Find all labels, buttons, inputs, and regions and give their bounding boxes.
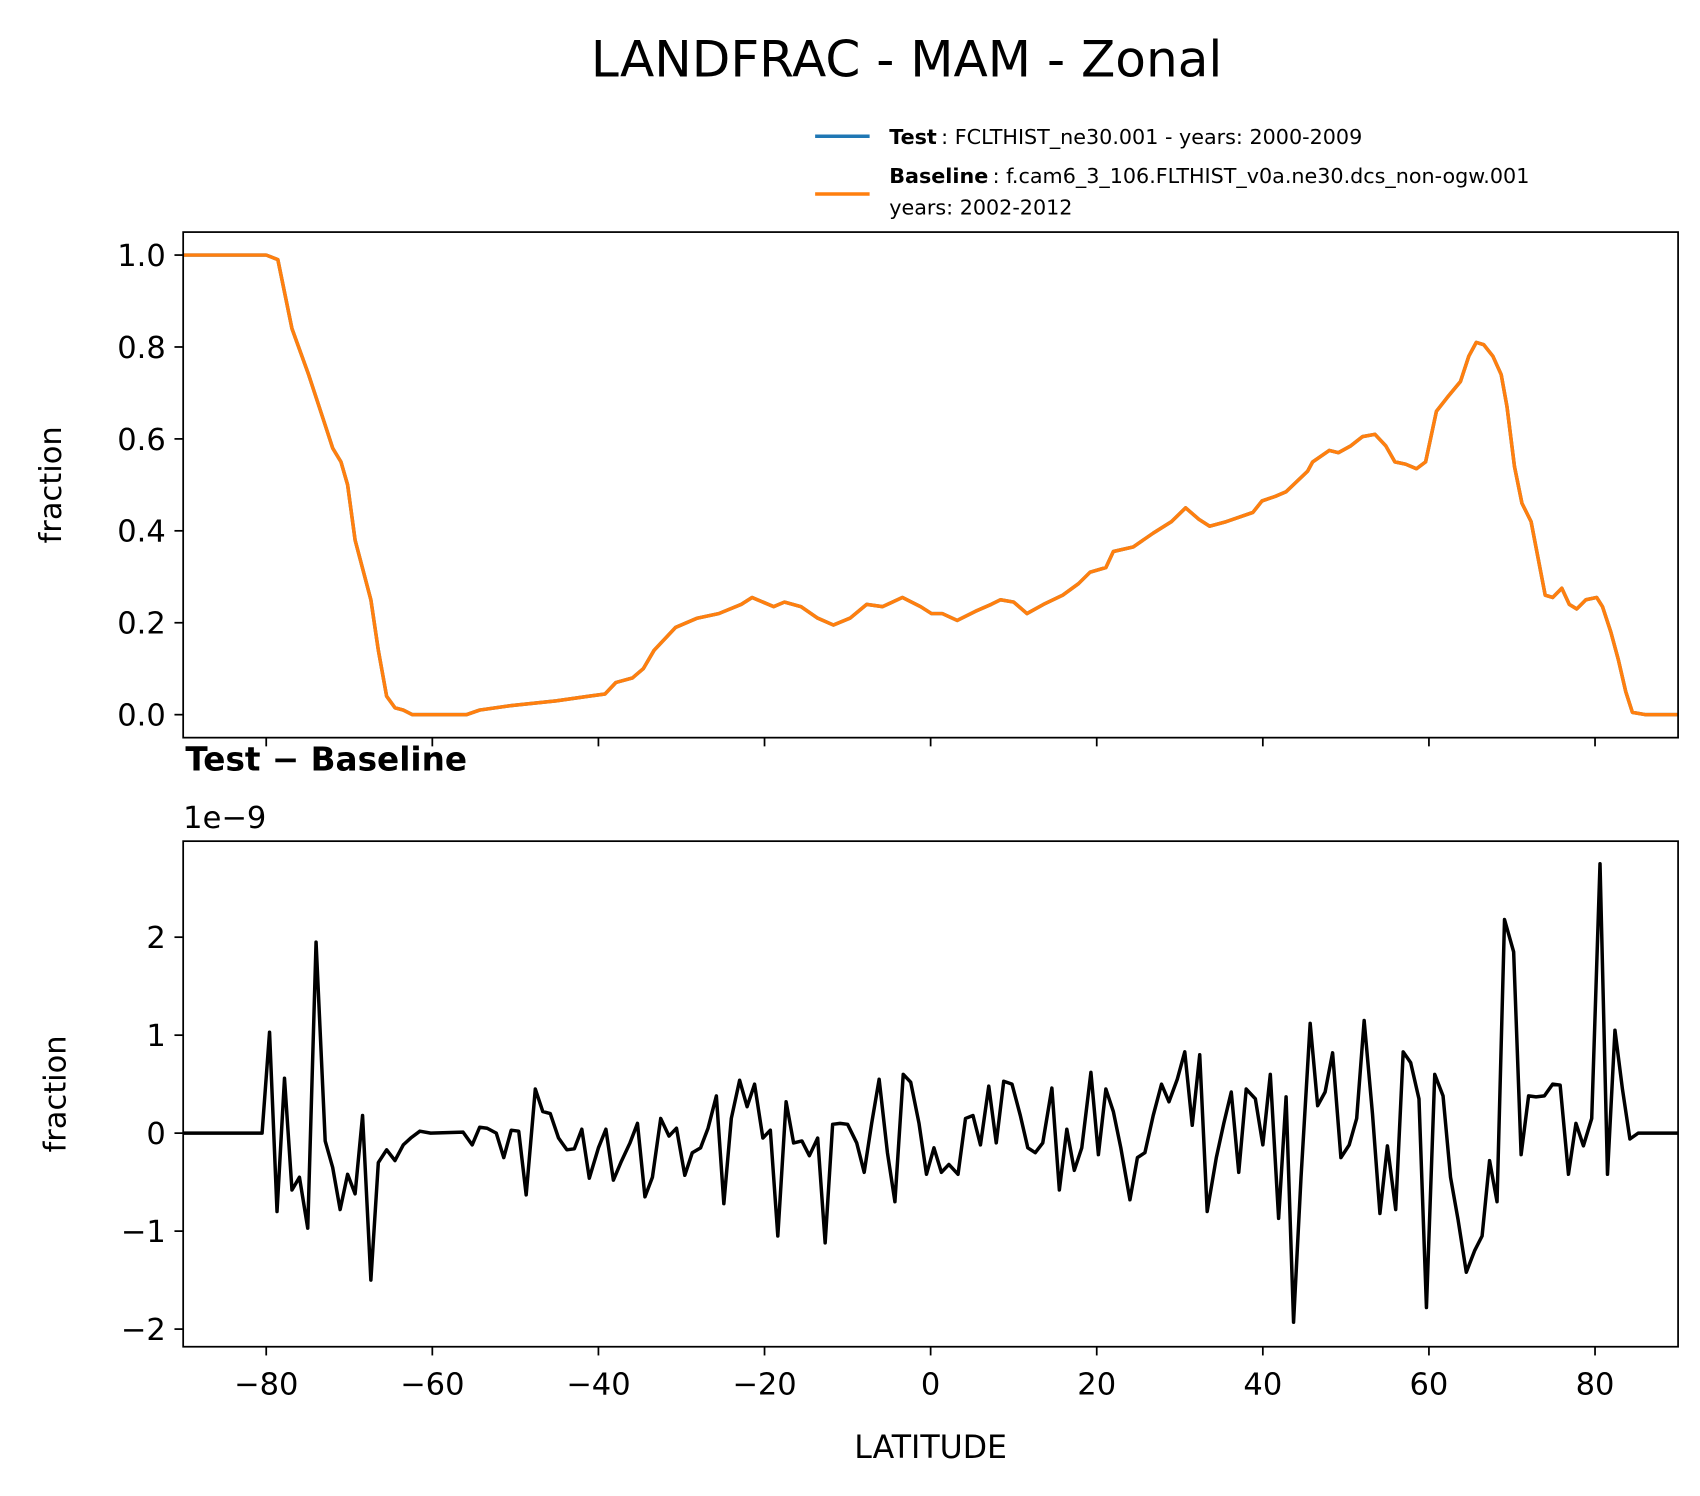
y-tick-label: −2 bbox=[121, 1313, 166, 1348]
legend-label: Test: FCLTHIST_ne30.001 - years: 2000-20… bbox=[889, 125, 1362, 150]
y-tick-label: 0 bbox=[146, 1117, 165, 1152]
plot-area bbox=[183, 861, 1679, 1324]
offset-label: 1e−9 bbox=[183, 801, 266, 836]
x-tick-label: 20 bbox=[1077, 1368, 1116, 1403]
y-tick-label: 0.2 bbox=[117, 607, 166, 642]
x-tick-label: −80 bbox=[234, 1368, 298, 1403]
legend-name: Test bbox=[889, 125, 937, 149]
legend-description: : FCLTHIST_ne30.001 - years: 2000-2009 bbox=[941, 125, 1362, 150]
plot-area bbox=[183, 253, 1679, 717]
axes-frame bbox=[182, 840, 1679, 1348]
y-tick-label: 0.4 bbox=[117, 515, 166, 550]
y-tick-label: 1 bbox=[146, 1019, 165, 1054]
legend-description: years: 2002-2012 bbox=[889, 196, 1072, 220]
x-tick-label: −60 bbox=[400, 1368, 464, 1403]
x-axis-label: LATITUDE bbox=[854, 1430, 1007, 1466]
y-tick-label: 2 bbox=[146, 921, 165, 956]
x-tick-label: 80 bbox=[1576, 1368, 1615, 1403]
x-tick-label: −40 bbox=[566, 1368, 630, 1403]
y-axis-label: fraction bbox=[38, 1035, 73, 1152]
series-line bbox=[183, 861, 1679, 1324]
y-tick-label: 0.8 bbox=[117, 331, 166, 366]
x-tick-label: −20 bbox=[732, 1368, 796, 1403]
y-tick-label: 1.0 bbox=[117, 239, 166, 274]
y-tick-label: 0.6 bbox=[117, 423, 166, 458]
series-line bbox=[183, 253, 1679, 717]
x-tick-label: 0 bbox=[921, 1368, 940, 1403]
legend-name: Baseline bbox=[889, 164, 988, 188]
subplot-title: Test − Baseline bbox=[185, 740, 467, 778]
x-tick-label: 60 bbox=[1410, 1368, 1449, 1403]
y-tick-label: −1 bbox=[121, 1215, 166, 1250]
y-tick-label: 0.0 bbox=[117, 699, 166, 734]
legend-label: Baseline: f.cam6_3_106.FLTHIST_v0a.ne30.… bbox=[889, 164, 1529, 189]
figure-title: LANDFRAC - MAM - Zonal bbox=[591, 29, 1222, 88]
axes-frame bbox=[182, 231, 1679, 739]
x-tick-label: 40 bbox=[1243, 1368, 1282, 1403]
y-axis-label: fraction bbox=[34, 426, 69, 543]
legend-description: : f.cam6_3_106.FLTHIST_v0a.ne30.dcs_non-… bbox=[993, 164, 1530, 189]
